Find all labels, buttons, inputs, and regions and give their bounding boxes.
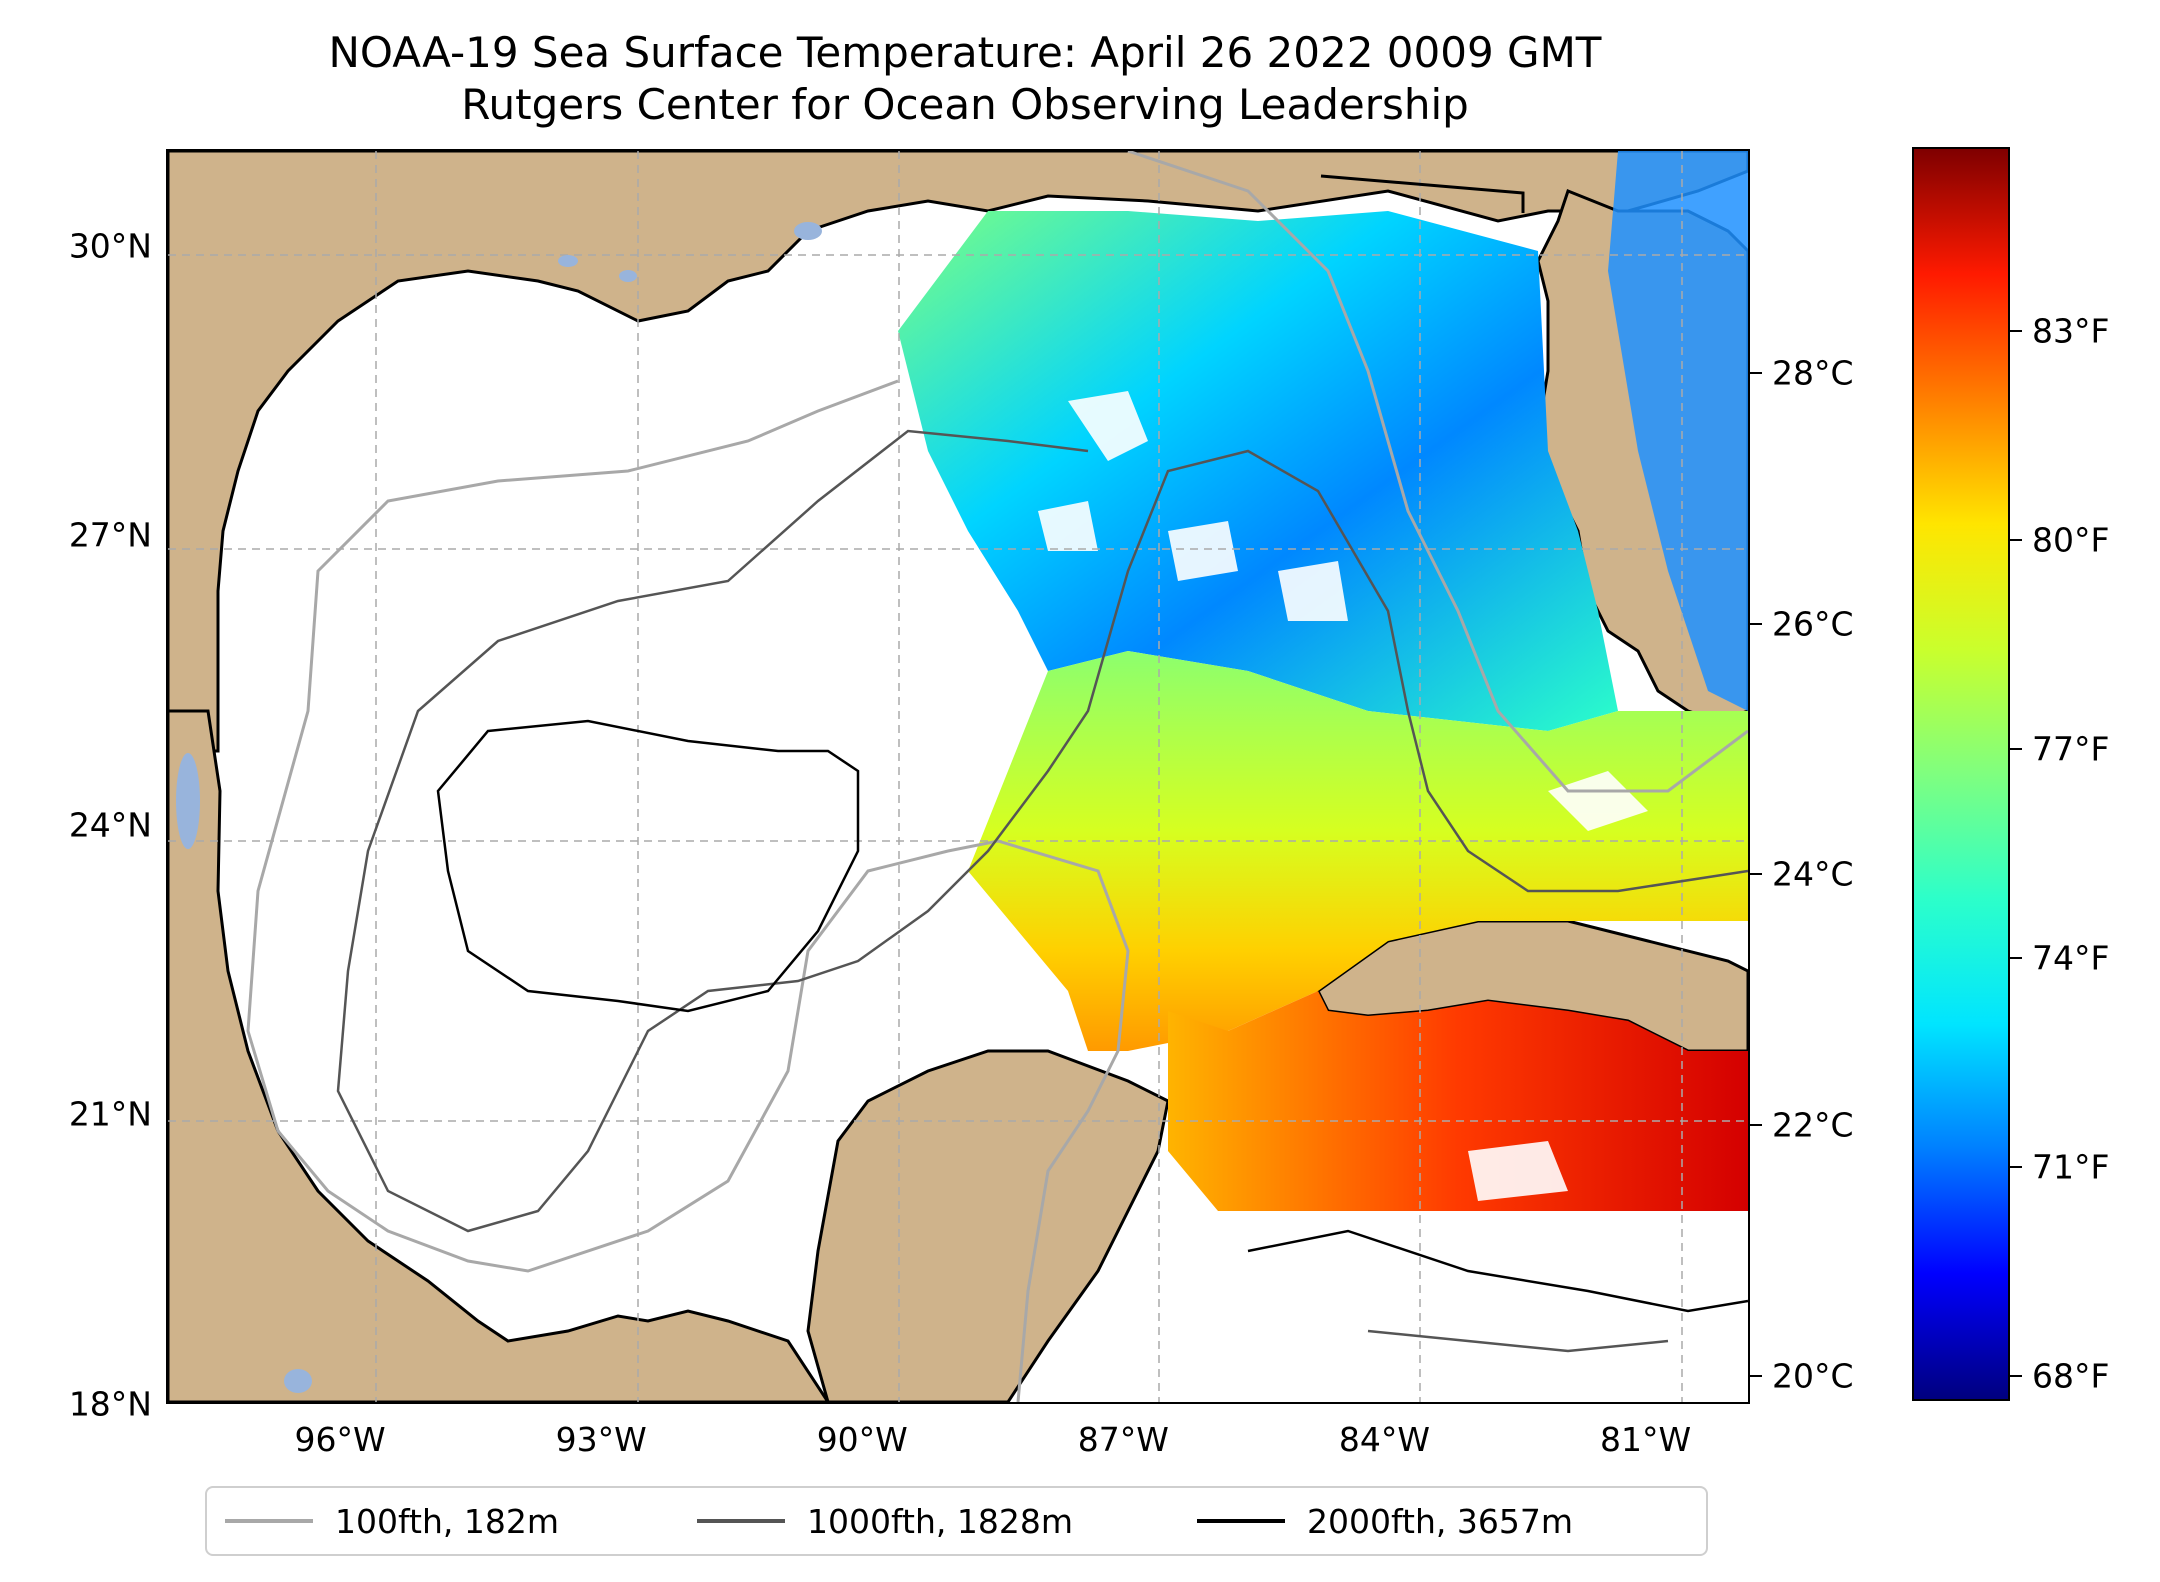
lon-label: 90°W [816, 1420, 908, 1459]
contour-2000fth-south [1247, 1229, 1748, 1313]
legend-item: 2000fth, 3657m [1197, 1488, 1573, 1554]
state-border [1320, 174, 1525, 213]
legend-label: 1000fth, 1828m [807, 1501, 1073, 1541]
sst-swath-mid [968, 651, 1748, 1051]
contour-2000fth [436, 719, 860, 1013]
figure-subtitle: Rutgers Center for Ocean Observing Leade… [461, 80, 1469, 129]
sst-map [168, 151, 1748, 1402]
lat-gridlines [168, 254, 1748, 1122]
sst-colorbar [1912, 147, 2010, 1401]
legend-line-swatch [225, 1519, 313, 1523]
colorbar-fahrenheit-tick [2010, 747, 2022, 750]
colorbar-celsius-tick [1750, 622, 1762, 625]
colorbar-fahrenheit-tick [2010, 538, 2022, 541]
lat-label: 21°N [68, 1094, 152, 1134]
land-yucatan [806, 1049, 1170, 1402]
colorbar-fahrenheit-label: 74°F [2032, 938, 2110, 978]
lon-label: 84°W [1338, 1420, 1431, 1459]
colorbar-fahrenheit-tick [2010, 1374, 2022, 1377]
sst-swath-northeast [898, 211, 1618, 731]
lat-label: 30°N [68, 226, 152, 266]
legend-line-swatch [1197, 1519, 1285, 1523]
inland-water-bodies [176, 222, 822, 1393]
lon-gridlines [375, 151, 1683, 1402]
colorbar-fahrenheit-tick [2010, 956, 2022, 959]
sst-swath-florida-east [1608, 151, 1748, 711]
lon-label: 93°W [555, 1420, 647, 1459]
colorbar-fahrenheit-tick [2010, 1165, 2022, 1168]
colorbar-celsius-label: 20°C [1772, 1356, 1854, 1396]
lat-label: 27°N [68, 515, 152, 555]
colorbar-fahrenheit-tick [2010, 329, 2022, 332]
map-panel [166, 149, 1750, 1404]
colorbar-celsius-label: 22°C [1772, 1105, 1854, 1145]
lat-label: 24°N [68, 805, 152, 845]
colorbar-fahrenheit-label: 80°F [2032, 520, 2110, 560]
contour-1000fth [336, 429, 1748, 1233]
colorbar-celsius-tick [1750, 1124, 1762, 1127]
lon-label: 81°W [1599, 1420, 1692, 1459]
land-mexico-west [168, 709, 830, 1402]
lon-label: 87°W [1077, 1420, 1169, 1459]
lon-label: 96°W [294, 1420, 386, 1459]
legend-item: 100fth, 182m [225, 1488, 559, 1554]
bathymetry-legend: 100fth, 182m 1000fth, 1828m 2000fth, 3657m [205, 1486, 1708, 1556]
colorbar-fahrenheit-label: 71°F [2032, 1147, 2110, 1187]
colorbar-celsius-label: 26°C [1772, 604, 1854, 644]
legend-line-swatch [697, 1519, 785, 1523]
colorbar-fahrenheit-label: 83°F [2032, 311, 2110, 351]
contour-100fth [246, 379, 1130, 1402]
lat-label: 18°N [68, 1384, 152, 1424]
legend-label: 2000fth, 3657m [1307, 1501, 1573, 1541]
colorbar-celsius-tick [1750, 371, 1762, 374]
colorbar-celsius-label: 28°C [1772, 353, 1854, 393]
contour-1000fth-south [1367, 1329, 1669, 1353]
colorbar-celsius-label: 24°C [1772, 854, 1854, 894]
colorbar-celsius-tick [1750, 873, 1762, 876]
sst-swath-south [1168, 991, 1748, 1211]
latitude-axis: 30°N 27°N 24°N 21°N 18°N [0, 0, 152, 1582]
colorbar-celsius-tick [1750, 1374, 1762, 1377]
legend-label: 100fth, 182m [335, 1501, 559, 1541]
colorbar-fahrenheit-label: 77°F [2032, 729, 2110, 769]
contour-100fth-east [1127, 151, 1748, 793]
figure-title: NOAA-19 Sea Surface Temperature: April 2… [328, 28, 1602, 77]
legend-item: 1000fth, 1828m [697, 1488, 1073, 1554]
colorbar-fahrenheit-label: 68°F [2032, 1356, 2110, 1396]
